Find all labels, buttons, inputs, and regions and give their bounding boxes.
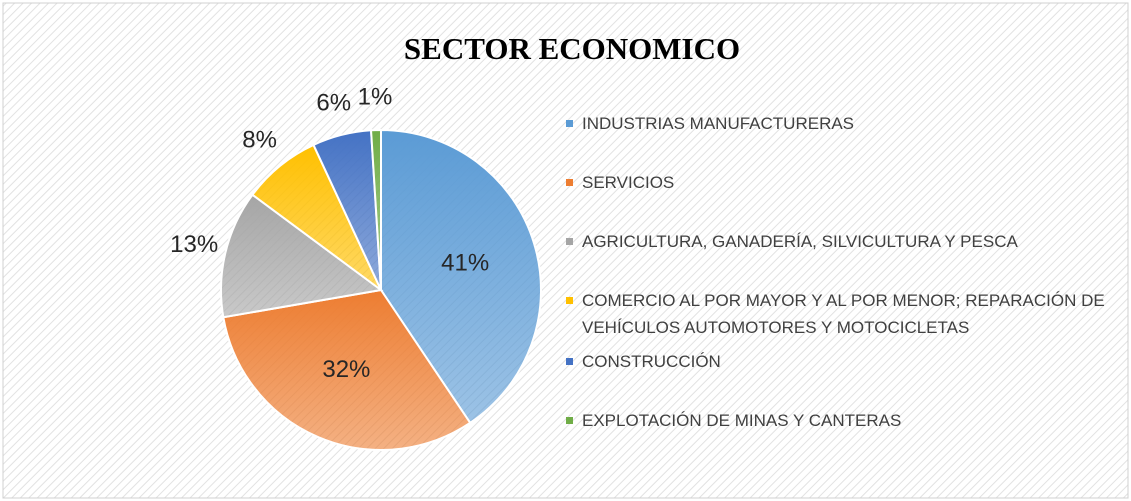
legend-label: AGRICULTURA, GANADERÍA, SILVICULTURA Y P… — [582, 232, 1018, 251]
legend-item: AGRICULTURA, GANADERÍA, SILVICULTURA Y P… — [566, 228, 1106, 255]
legend-swatch — [566, 238, 573, 245]
pie-slice — [220, 193, 384, 319]
legend-swatch — [566, 179, 573, 186]
legend-swatch — [566, 297, 573, 304]
pie-slice — [369, 128, 382, 291]
data-label: 32% — [322, 356, 370, 383]
chart-title: SECTOR ECONOMICO — [404, 31, 740, 66]
data-label: 41% — [441, 250, 489, 277]
pie-slice — [380, 128, 542, 425]
legend-label: SERVICIOS — [582, 173, 675, 192]
legend-item: INDUSTRIAS MANUFACTURERAS — [566, 110, 1106, 137]
legend-label: COMERCIO AL POR MAYOR Y AL POR MENOR; RE… — [582, 291, 1105, 337]
data-label: 6% — [316, 89, 351, 116]
legend-item: COMERCIO AL POR MAYOR Y AL POR MENOR; RE… — [566, 287, 1106, 341]
legend-item: CONSTRUCCIÓN — [566, 348, 1106, 375]
legend-item: EXPLOTACIÓN DE MINAS Y CANTERAS — [566, 407, 1106, 434]
legend-swatch — [566, 358, 573, 365]
legend-item: SERVICIOS — [566, 169, 1106, 196]
legend-label: EXPLOTACIÓN DE MINAS Y CANTERAS — [582, 411, 902, 430]
legend-label: CONSTRUCCIÓN — [582, 352, 721, 371]
pie-slice — [222, 288, 472, 451]
legend-label: INDUSTRIAS MANUFACTURERAS — [582, 114, 855, 133]
legend-swatch — [566, 417, 573, 424]
data-label: 1% — [358, 83, 393, 110]
data-label: 13% — [170, 231, 218, 258]
data-label: 8% — [242, 127, 277, 154]
legend-swatch — [566, 120, 573, 127]
